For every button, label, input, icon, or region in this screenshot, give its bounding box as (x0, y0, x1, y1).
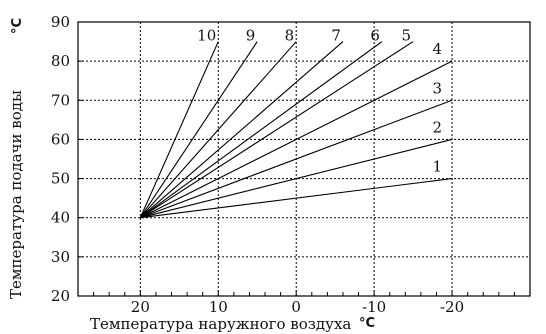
curve-label-9: 9 (246, 27, 256, 45)
curve-8 (139, 41, 297, 219)
y-tick-label: 40 (51, 209, 70, 227)
y-tick-label: 30 (51, 248, 70, 266)
curve-label-4: 4 (433, 40, 443, 58)
y-tick-label: 70 (51, 91, 70, 109)
y-tick-label: 50 (51, 170, 70, 188)
x-axis-unit: °C (359, 316, 375, 331)
x-tick-label: 0 (291, 298, 301, 316)
x-tick-label: 20 (131, 298, 150, 316)
y-tick-label: 90 (51, 13, 70, 31)
y-tick-label: 60 (51, 130, 70, 148)
plot-frame (77, 21, 531, 297)
x-tick-label: -10 (362, 298, 386, 316)
grid-lines (78, 22, 530, 296)
y-axis-unit: °C (10, 18, 25, 34)
curve-1 (140, 178, 453, 219)
curve-label-6: 6 (370, 27, 380, 45)
x-tick-label: -20 (440, 298, 464, 316)
y-tick-label: 20 (51, 287, 70, 305)
curve-label-3: 3 (433, 79, 443, 97)
y-tick-label: 80 (51, 52, 70, 70)
curve-3 (140, 99, 453, 219)
curve-2 (140, 138, 453, 219)
x-axis-title: Температура наружного воздуха (90, 315, 351, 333)
series-labels: 1 2 3 4 5 6 7 8 9 10 (197, 27, 442, 176)
curve-label-5: 5 (402, 27, 412, 45)
curve-5 (140, 41, 414, 219)
curve-label-7: 7 (331, 27, 341, 45)
curve-10 (139, 41, 219, 218)
curve-6 (140, 41, 383, 219)
axis-ticks: 20 30 40 50 60 70 80 90 20 10 0 -10 -20 (51, 13, 531, 316)
curve-7 (139, 41, 344, 219)
y-axis-title: Температура подачи воды (7, 90, 25, 299)
curve-label-1: 1 (433, 158, 443, 176)
curve-label-2: 2 (433, 118, 443, 136)
x-tick-label: 10 (209, 298, 228, 316)
curve-label-10: 10 (197, 27, 216, 45)
curve-9 (139, 41, 258, 219)
curve-4 (140, 60, 453, 219)
series-lines (139, 41, 453, 219)
curve-label-8: 8 (285, 27, 295, 45)
